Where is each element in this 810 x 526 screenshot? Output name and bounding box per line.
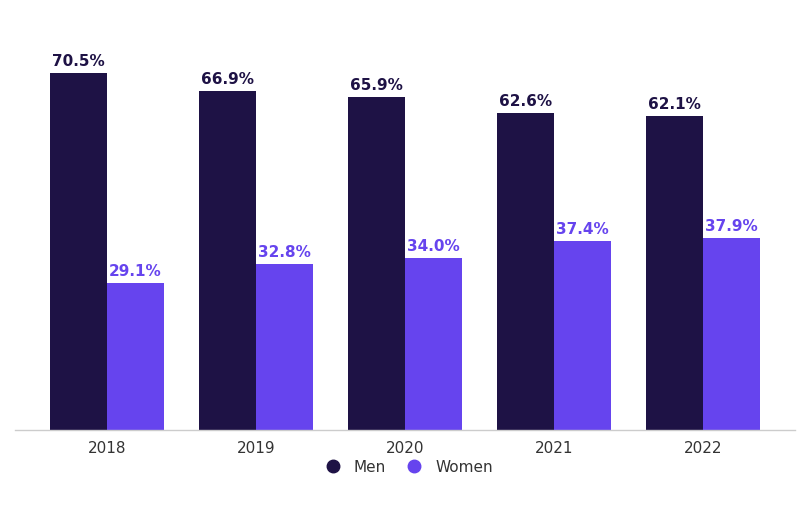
Text: 29.1%: 29.1%	[109, 264, 162, 279]
Text: 62.6%: 62.6%	[499, 94, 552, 109]
Bar	[554, 241, 611, 430]
Text: 66.9%: 66.9%	[201, 73, 254, 87]
Text: 37.9%: 37.9%	[705, 219, 757, 235]
Bar	[50, 73, 107, 430]
Text: 37.4%: 37.4%	[556, 222, 608, 237]
Bar	[703, 238, 760, 430]
Bar	[646, 116, 703, 430]
Bar	[497, 113, 554, 430]
Text: 62.1%: 62.1%	[648, 97, 701, 112]
Text: 70.5%: 70.5%	[53, 54, 105, 69]
Bar	[107, 283, 164, 430]
Legend: Men, Women: Men, Women	[311, 453, 499, 481]
Text: 32.8%: 32.8%	[258, 245, 311, 260]
Bar	[256, 264, 313, 430]
Bar	[199, 92, 256, 430]
Text: 34.0%: 34.0%	[407, 239, 460, 254]
Text: 65.9%: 65.9%	[350, 77, 403, 93]
Bar	[348, 97, 405, 430]
Bar	[405, 258, 462, 430]
